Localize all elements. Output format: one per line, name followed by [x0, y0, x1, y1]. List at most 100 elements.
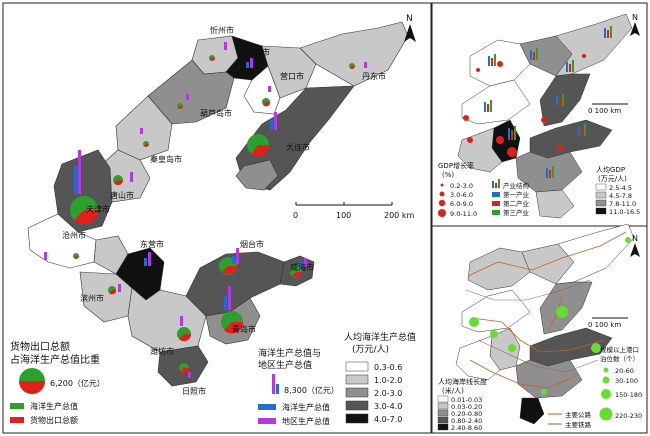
pie-qinhuangdao	[143, 141, 149, 147]
main-scale-bar: 0 100 200 km	[293, 202, 414, 220]
tr-bar-4a	[604, 28, 606, 38]
tr-growth-circle-8	[541, 117, 547, 123]
br-legend-ports-circle-4	[599, 407, 613, 421]
legend-export-swatch-export	[10, 417, 24, 423]
br-region-liaoning-west	[467, 247, 531, 291]
br-legend-coast-swatch-2	[437, 402, 449, 410]
tr-legend-growth-circle-2	[439, 191, 445, 197]
tr-bar-5a	[556, 96, 558, 106]
legend-class: 人均海洋生产总值 (万元/人) 0.3-0.6 1.0-2.0 2.0-3.0 …	[344, 331, 416, 424]
br-legend-network: 主要公路 主要铁路	[548, 410, 592, 429]
bars-weihai	[300, 258, 307, 267]
br-port-3	[508, 344, 516, 352]
br-north-arrow-icon	[630, 243, 640, 257]
bar-dongying-marine	[144, 258, 147, 266]
pie-dandong	[349, 63, 355, 69]
tr-growth-circle-1	[476, 68, 480, 72]
tr-legend-gdp: 人均GDP (万元/人) 2.5-4.5 4.5-7.8 7.8-11.0 11…	[595, 165, 640, 216]
bar-dandong-regional	[364, 62, 367, 68]
tr-growth-circle-6	[507, 147, 517, 157]
legend-bars-title-1: 海洋生产总值与	[258, 347, 321, 359]
legend-class-swatch-1	[345, 361, 369, 372]
main-scale-label-1: 100	[336, 211, 351, 220]
br-road-2	[471, 317, 605, 353]
bar-tianjin-regional	[78, 150, 81, 194]
bars-panjin	[246, 58, 253, 68]
legend-bars-item-regional: 地区生产总值	[282, 416, 330, 426]
label-binzhou: 滨州市	[80, 293, 104, 303]
br-road-1	[467, 231, 627, 277]
tr-legend-structure-item-2: 第二产业	[503, 199, 530, 208]
legend-class-label-1: 0.3-0.6	[374, 363, 402, 372]
bar-tangshan-regional	[130, 172, 133, 182]
br-region-cangzhou	[455, 335, 501, 381]
label-tianjin: 天津市	[86, 204, 110, 214]
tr-bar-3a	[566, 62, 568, 72]
tr-growth-circle-7	[557, 145, 563, 151]
tr-bar-4b	[607, 30, 609, 38]
legend-bars-title-2: 地区生产总值	[258, 359, 312, 371]
legend-class-title-2: (万元/人)	[352, 344, 389, 355]
tr-legend-structure: 产业结构 第一产业 第二产业 第三产业	[492, 179, 530, 217]
label-qingdao: 青岛市	[232, 324, 256, 334]
pie-cangzhou	[73, 253, 79, 259]
br-legend-coast-swatch-5	[437, 423, 449, 431]
bar-rizhao-regional	[188, 372, 191, 378]
region-huludao	[147, 59, 235, 125]
pie-qingdao	[221, 311, 244, 334]
pie-tianjin-export	[74, 210, 99, 225]
pie-tangshan-export	[114, 180, 123, 186]
bars-tianjin	[74, 150, 81, 194]
tr-legend-structure-icon-b	[495, 183, 497, 188]
tr-bar-8b	[581, 128, 583, 136]
tr-legend-gdp-swatch-3	[595, 199, 607, 207]
pie-weifang-export	[179, 334, 192, 342]
tr-bar-4c	[610, 26, 612, 38]
legend-export-sample-export	[19, 381, 45, 394]
label-qinhuangdao: 秦皇岛市	[150, 154, 182, 164]
bar-cangzhou-regional	[44, 252, 47, 260]
br-legend-ports-label-4: 220-230	[615, 412, 642, 420]
br-road-4	[547, 295, 563, 331]
pie-binzhou-export	[109, 290, 117, 295]
bars-yantai	[232, 248, 239, 264]
br-legend-coast-title-2: (米/人)	[442, 386, 464, 395]
tr-north-arrow-icon	[630, 22, 640, 36]
label-yantai: 烟台市	[240, 239, 264, 249]
tr-legend-gdp-title-1: 人均GDP	[596, 165, 625, 174]
tr-structure-bars	[484, 26, 612, 178]
tr-bar-9b	[549, 170, 551, 178]
br-rail-1	[465, 279, 591, 301]
label-weihai: 威海市	[290, 262, 314, 272]
br-port-5	[591, 343, 601, 353]
br-legend-ports: 规模以上港口 泊位数（个） 20-60 30-100 150-180 220-2…	[599, 345, 642, 421]
br-legend-coast-label-2: 0.03-0.20	[451, 403, 482, 411]
br-north-letter: N	[632, 234, 638, 243]
main-north-arrow-icon	[404, 24, 416, 42]
bar-huludao-regional	[186, 94, 189, 100]
tr-legend-structure-icon-c	[498, 179, 500, 188]
bar-yantai-marine	[232, 256, 235, 264]
tr-bar-6c	[490, 100, 492, 112]
br-legend-ports-circle-1	[603, 367, 609, 373]
br-port-1	[469, 317, 479, 327]
br-legend-coast-label-3: 0.20-0.80	[451, 410, 482, 418]
br-legend-ports-circle-2	[602, 376, 610, 384]
main-map: 忻州市 盘锦市 营口市 丹东市 葫芦岛市 秦皇岛市 大连市 唐山市 天津市 沧州…	[10, 14, 416, 426]
br-legend-ports-title-1: 规模以上港口	[600, 345, 639, 354]
tr-bar-7c	[514, 126, 516, 140]
tr-legend-growth-label-1: 0.2-3.0	[450, 182, 473, 190]
tr-region-shandong-south	[535, 189, 575, 219]
legend-export-item-marine: 海洋生产总值	[30, 401, 78, 411]
pie-binzhou	[108, 286, 117, 295]
tr-bar-1a	[488, 56, 490, 66]
bar-qingdao-marine	[224, 296, 227, 310]
bar-panjin-regional	[250, 58, 253, 68]
bars-qingdao	[224, 286, 231, 310]
pie-yingkou-export	[263, 102, 271, 107]
tr-scale-label: 0 100 km	[588, 107, 621, 115]
label-huludao: 葫芦岛市	[200, 108, 232, 118]
pie-qinhuangdao-export	[144, 144, 149, 147]
pie-rizhao	[179, 363, 189, 374]
